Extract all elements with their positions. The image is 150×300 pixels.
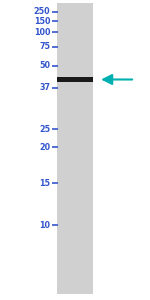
Text: 20: 20 [39,142,50,152]
Text: 25: 25 [39,124,50,134]
Text: 250: 250 [34,8,50,16]
Text: 37: 37 [39,83,50,92]
Text: 100: 100 [34,28,50,37]
Text: 10: 10 [39,220,50,230]
Bar [57,3,93,294]
Bar [57,77,93,82]
Text: 75: 75 [39,42,50,51]
Text: 50: 50 [39,61,50,70]
Text: 150: 150 [34,16,50,26]
Text: 15: 15 [39,178,50,188]
